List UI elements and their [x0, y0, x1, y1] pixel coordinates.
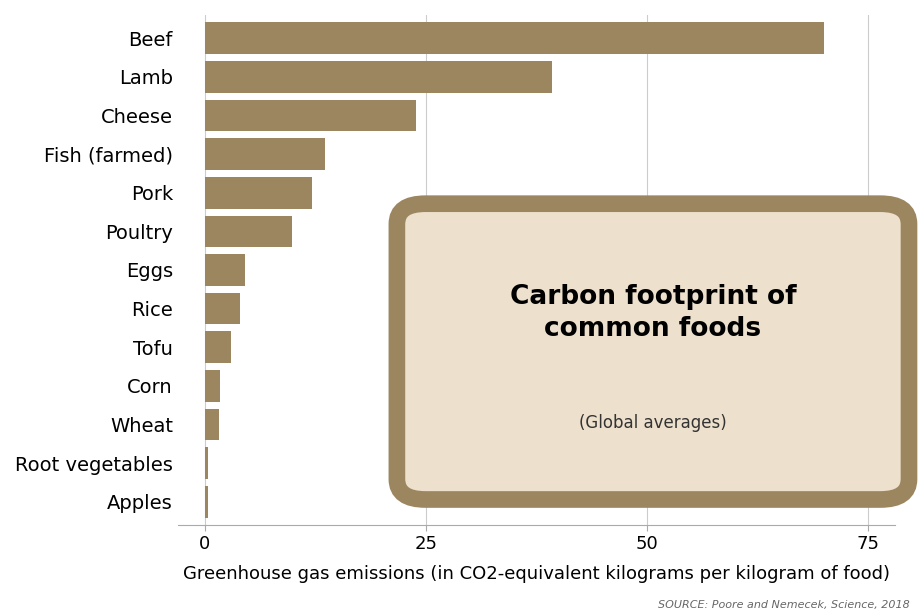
Bar	[205, 486, 209, 517]
Bar	[205, 293, 240, 325]
Bar	[205, 22, 824, 54]
Bar	[205, 254, 245, 286]
Bar	[205, 177, 312, 209]
Bar	[205, 408, 219, 440]
Bar	[205, 370, 220, 402]
Bar	[205, 447, 209, 479]
Text: Carbon footprint of
common foods: Carbon footprint of common foods	[510, 285, 796, 342]
Bar	[205, 331, 232, 363]
Bar	[205, 100, 417, 131]
Text: SOURCE: Poore and Nemecek, Science, 2018: SOURCE: Poore and Nemecek, Science, 2018	[659, 600, 910, 610]
X-axis label: Greenhouse gas emissions (in CO2-equivalent kilograms per kilogram of food): Greenhouse gas emissions (in CO2-equival…	[183, 564, 890, 583]
Bar	[205, 138, 325, 170]
Text: (Global averages): (Global averages)	[579, 414, 727, 432]
FancyBboxPatch shape	[397, 204, 909, 500]
Bar	[205, 216, 293, 247]
Bar	[205, 61, 552, 92]
